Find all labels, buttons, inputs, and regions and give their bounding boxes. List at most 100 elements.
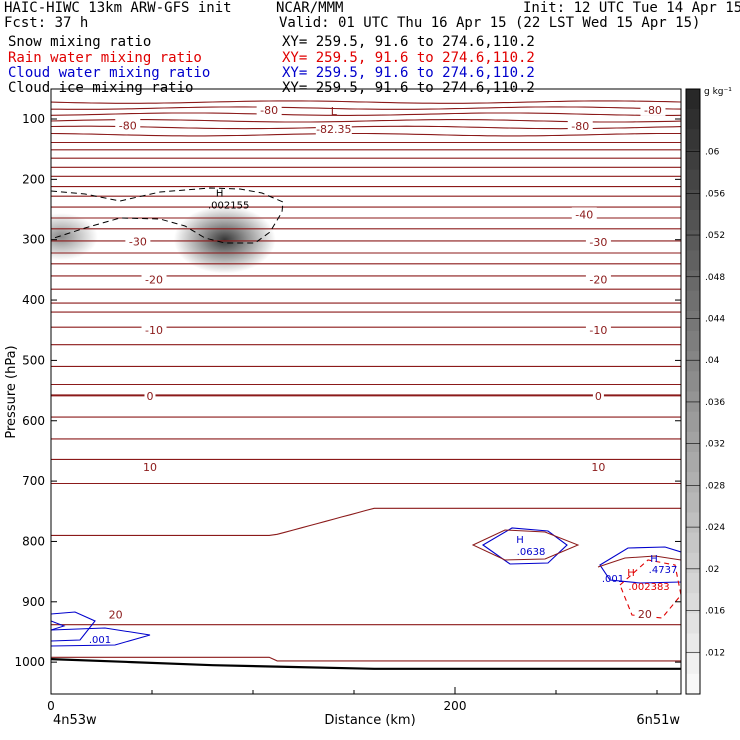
colorbar-swatch bbox=[686, 411, 700, 433]
y-tick-label: 500 bbox=[22, 353, 45, 367]
tropopause-low-value: -82.35 bbox=[316, 123, 351, 136]
colorbar-unit: g kg⁻¹ bbox=[704, 87, 732, 97]
colorbar-tick-label: .012 bbox=[705, 648, 725, 658]
legend-rain-label: Rain water mixing ratio bbox=[8, 50, 202, 66]
y-tick-label: 600 bbox=[22, 414, 45, 428]
legend-cloudice-label: Cloud ice mixing ratio bbox=[8, 80, 194, 96]
isotherm-line bbox=[51, 507, 681, 536]
isotherm-label: -80 bbox=[119, 120, 137, 133]
isotherm-line bbox=[51, 106, 681, 110]
valid-time: Valid: 01 UTC Thu 16 Apr 15 (22 LST Wed … bbox=[279, 15, 701, 31]
snow-shade-0 bbox=[173, 205, 276, 274]
isotherm-label: -80 bbox=[571, 120, 589, 133]
x-endpoint-left: 4n53w bbox=[53, 713, 97, 728]
colorbar-swatch bbox=[686, 472, 700, 493]
colorbar-swatch bbox=[686, 452, 700, 473]
rain-water-max-label: .002383 bbox=[628, 582, 669, 593]
colorbar-swatch bbox=[686, 593, 700, 614]
colorbar: .06 .056 .052 .048 .044 .04 .036 .032 .028 .024 .0… bbox=[685, 88, 725, 695]
isotherm-label-bg bbox=[567, 119, 593, 133]
y-tick-label: 100 bbox=[22, 112, 45, 126]
isotherm-label-bg bbox=[585, 272, 611, 286]
colorbar-swatch bbox=[686, 310, 700, 332]
x-tick-label: 0 bbox=[47, 699, 55, 713]
legend-snow-label: Snow mixing ratio bbox=[8, 34, 152, 50]
isotherm-label-bg bbox=[635, 606, 654, 620]
isotherm-label-bg bbox=[140, 460, 159, 474]
isotherm-label: -30 bbox=[589, 236, 607, 249]
colorbar-swatch bbox=[686, 250, 700, 272]
colorbar-swatch bbox=[686, 331, 700, 352]
isotherm-label-bg bbox=[125, 234, 151, 248]
isotherm-label-bg bbox=[115, 118, 141, 132]
isotherm-line bbox=[51, 100, 681, 104]
colorbar-tick-label: .06 bbox=[705, 148, 720, 158]
y-tick-label: 1000 bbox=[14, 655, 45, 669]
isotherm-label-bg bbox=[141, 323, 167, 337]
surface-pressure-line bbox=[51, 658, 681, 670]
y-tick-label: 200 bbox=[22, 172, 45, 186]
colorbar-frame bbox=[685, 88, 701, 695]
isotherm-line bbox=[51, 132, 681, 137]
isotherm-label: -30 bbox=[129, 236, 147, 249]
isotherm-line bbox=[51, 656, 681, 662]
colorbar-swatch bbox=[686, 189, 700, 211]
isotherm-label-bg bbox=[571, 207, 597, 221]
isotherm-label: 20 bbox=[109, 608, 123, 621]
x-tick-label: 200 bbox=[444, 699, 467, 713]
colorbar-swatch bbox=[686, 552, 700, 574]
cloud-water-max-label-right: .4737 bbox=[649, 565, 678, 576]
rain-warm-contour bbox=[471, 529, 580, 561]
colorbar-tick-label: .032 bbox=[705, 440, 725, 450]
colorbar-swatch bbox=[686, 290, 700, 312]
cloud-ice-contour bbox=[51, 187, 284, 244]
x-endpoint-right: 6n51w bbox=[636, 713, 680, 728]
colorbar-swatch bbox=[686, 653, 700, 675]
isotherm-label-bg bbox=[585, 323, 611, 337]
cloud-water-contour-right bbox=[599, 546, 681, 584]
colorbar-swatch bbox=[686, 351, 700, 372]
isotherm-label: -20 bbox=[145, 274, 163, 287]
colorbar-tick-label: .048 bbox=[705, 273, 725, 283]
isotherm-label-bg bbox=[640, 102, 666, 116]
colorbar-swatch bbox=[686, 492, 700, 514]
cloud-water-edge-label-left: .001 bbox=[89, 635, 111, 646]
cloud-water-contour bbox=[481, 527, 568, 565]
isotherm-label-bg bbox=[141, 272, 167, 286]
isotherm-label: 0 bbox=[146, 390, 153, 403]
snow-shade-1 bbox=[51, 213, 98, 261]
figure-title: HAIC-HIWC 13km ARW-GFS init bbox=[4, 0, 232, 16]
isotherm-label: -80 bbox=[644, 104, 662, 117]
cloud-ice-max-label: .002155 bbox=[208, 200, 249, 211]
cloud-water-high-marker: H bbox=[516, 535, 524, 546]
colorbar-tick-label: .016 bbox=[705, 607, 725, 617]
legend-rain-xy: XY= 259.5, 91.6 to 274.6,110.2 bbox=[282, 50, 535, 66]
y-tick-label: 700 bbox=[22, 474, 45, 488]
init-time: Init: 12 UTC Tue 14 Apr 15 bbox=[523, 0, 740, 16]
y-tick-label: 300 bbox=[22, 233, 45, 247]
colorbar-tick-label: .02 bbox=[705, 565, 719, 575]
colorbar-swatch bbox=[686, 573, 700, 594]
cloud-water-edge-label: .001 bbox=[602, 574, 624, 585]
colorbar-swatch bbox=[686, 270, 700, 292]
legend-cloudwater-label: Cloud water mixing ratio bbox=[8, 65, 211, 81]
hydrometeor-contours bbox=[51, 187, 681, 647]
snow-shading-layer bbox=[51, 205, 276, 274]
y-tick-label: 800 bbox=[22, 534, 45, 548]
temperature-contours bbox=[51, 100, 681, 670]
colorbar-swatch bbox=[686, 673, 700, 695]
colorbar-swatch bbox=[686, 230, 700, 251]
colorbar-swatch bbox=[686, 633, 700, 655]
isotherm-line bbox=[51, 112, 681, 116]
isotherm-label: 0 bbox=[595, 390, 602, 403]
colorbar-tick-label: .052 bbox=[705, 231, 725, 241]
tropopause-low-marker: L bbox=[331, 105, 338, 118]
isotherm-label-bg bbox=[592, 389, 604, 403]
forecast-hour: Fcst: 37 h bbox=[4, 15, 89, 31]
colorbar-swatch bbox=[686, 532, 700, 554]
plot-frame bbox=[50, 88, 682, 695]
colorbar-tick-label: .04 bbox=[705, 356, 720, 366]
cloud-water-contour-left bbox=[51, 611, 96, 642]
rain-contour-right bbox=[597, 555, 681, 568]
isotherm-label: -20 bbox=[589, 274, 607, 287]
